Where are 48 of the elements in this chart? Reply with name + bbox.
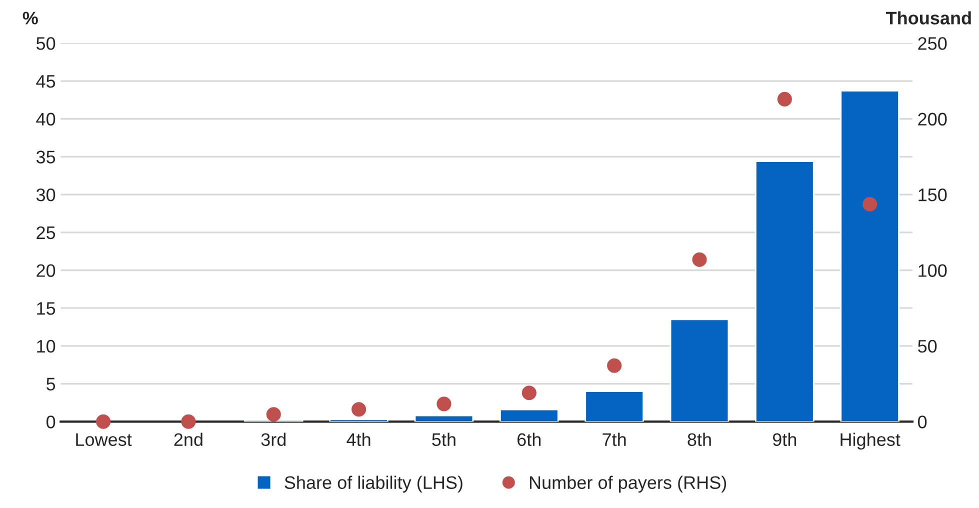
bar (499, 408, 559, 422)
legend-label: Share of liability (LHS) (284, 476, 462, 493)
y2-tick-label: 100 (918, 264, 947, 277)
bar (840, 90, 900, 422)
y2-axis-title: Thousand (886, 11, 971, 24)
y-tick-label: 30 (36, 188, 56, 202)
y-axis-title: % (22, 12, 38, 24)
point (607, 358, 622, 373)
y-tick-label: 50 (36, 37, 56, 50)
point (862, 196, 878, 212)
y-tick-label: 35 (36, 150, 56, 164)
bar (414, 414, 474, 422)
bar (329, 418, 388, 422)
x-tick-label: Highest (840, 432, 900, 450)
bar (670, 318, 730, 422)
y-tick-label: 20 (36, 264, 56, 277)
x-tick-label: Lowest (76, 433, 132, 446)
y2-tick-label: 200 (918, 112, 947, 126)
point (96, 414, 111, 429)
y-tick-label: 5 (46, 378, 56, 391)
point (777, 92, 792, 106)
y2-tick-label: 250 (918, 37, 947, 50)
y2-tick-label: 0 (918, 416, 927, 428)
x-tick-label: 7th (602, 432, 626, 446)
x-tick-label: 3rd (261, 432, 286, 446)
point (266, 407, 281, 422)
x-tick-label: 5th (432, 432, 456, 446)
point (181, 414, 196, 429)
x-tick-label: 4th (346, 432, 370, 446)
x-tick-label: 8th (688, 432, 711, 446)
bar (755, 160, 814, 422)
y2-tick-label: 50 (918, 340, 937, 353)
y-tick-label: 45 (36, 75, 56, 88)
point (352, 402, 366, 417)
y-tick-label: 0 (46, 416, 56, 428)
x-tick-label: 2nd (174, 432, 202, 446)
y2-tick-label: 150 (918, 188, 947, 202)
point (692, 252, 707, 267)
y-tick-label: 15 (37, 302, 56, 315)
bar (584, 390, 644, 422)
y-tick-label: 40 (36, 112, 56, 126)
point (522, 386, 536, 400)
x-tick-label: 6th (518, 432, 541, 446)
y-tick-label: 25 (36, 226, 56, 240)
point (436, 396, 452, 412)
x-tick-label: 9th (772, 432, 796, 446)
legend-label: Number of payers (RHS) (530, 476, 726, 493)
y-tick-label: 10 (37, 340, 56, 353)
